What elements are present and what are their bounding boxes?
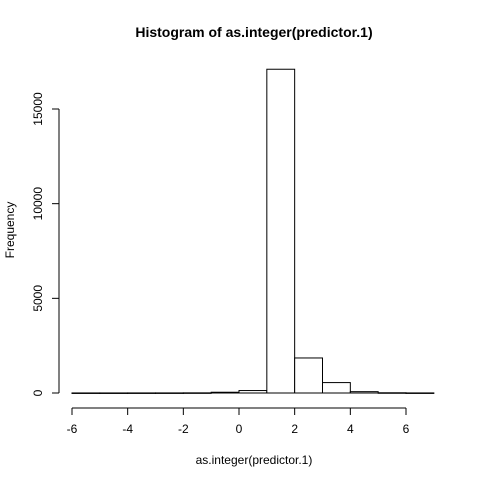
x-tick-label: -4	[122, 422, 133, 436]
x-tick-label: -2	[178, 422, 189, 436]
chart-title: Histogram of as.integer(predictor.1)	[135, 24, 372, 40]
histogram-bar-4	[182, 392, 212, 394]
histogram-bar-0	[71, 392, 101, 394]
histogram-bar-8	[294, 357, 324, 394]
x-tick-label: -6	[67, 422, 78, 436]
y-axis-label: Frequency	[3, 202, 17, 259]
x-axis: -6 -4 -2 0 2 4 6	[67, 407, 410, 436]
histogram-bars	[71, 68, 435, 394]
histogram-bar-11	[377, 392, 407, 394]
histogram-bar-5	[210, 391, 240, 394]
y-tick-label: 0	[31, 389, 45, 396]
y-tick-label: 5000	[31, 285, 45, 312]
x-tick-label: 0	[236, 422, 243, 436]
histogram-bar-10	[349, 391, 379, 394]
x-tick-label: 6	[403, 422, 410, 436]
histogram-bar-3	[155, 392, 184, 394]
y-tick-label: 15000	[31, 92, 45, 126]
histogram-bar-2	[127, 392, 156, 394]
x-axis-label: as.integer(predictor.1)	[196, 453, 313, 467]
y-tick-label: 10000	[31, 187, 45, 221]
histogram-bar-7	[266, 68, 296, 394]
histogram-bar-9	[322, 382, 351, 394]
histogram-bar-12	[405, 392, 435, 394]
x-tick-label: 2	[291, 422, 298, 436]
histogram-bar-6	[238, 390, 268, 394]
x-tick-label: 4	[347, 422, 354, 436]
y-axis: 0 5000 10000 15000	[31, 92, 60, 396]
histogram-bar-1	[99, 392, 129, 394]
